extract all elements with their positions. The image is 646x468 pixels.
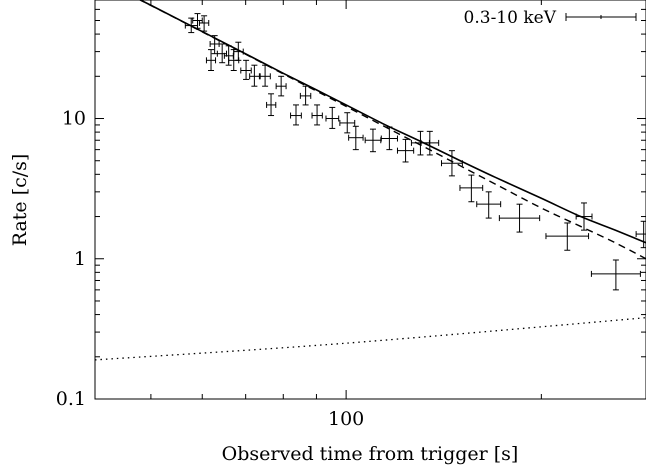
data-point xyxy=(233,41,244,61)
data-point xyxy=(459,174,484,203)
data-point xyxy=(240,59,252,80)
x-axis-label: Observed time from trigger [s] xyxy=(222,443,519,465)
data-point xyxy=(364,128,382,153)
data-point xyxy=(498,203,541,233)
y-axis-label: Rate [c/s] xyxy=(9,154,31,247)
axis-ticks xyxy=(95,0,646,400)
data-point xyxy=(380,126,398,151)
model-line-dotted xyxy=(95,317,646,361)
data-point xyxy=(249,64,260,87)
data-point xyxy=(575,202,593,231)
plot-frame xyxy=(94,0,646,400)
data-point xyxy=(205,49,217,71)
data-point xyxy=(216,43,228,64)
data-point xyxy=(192,13,203,29)
data-point xyxy=(635,220,646,249)
data-point xyxy=(290,104,302,126)
legend: 0.3-10 keV xyxy=(464,8,637,28)
data-point xyxy=(420,130,440,156)
data-point xyxy=(299,85,312,106)
data-point xyxy=(396,138,415,163)
model-line-solid xyxy=(138,0,646,244)
model-lines xyxy=(95,0,646,361)
y-tick-label: 10 xyxy=(62,108,86,130)
legend-label: 0.3-10 keV xyxy=(464,8,557,28)
data-point xyxy=(266,93,277,117)
data-point xyxy=(209,35,220,55)
x-tick-label: 100 xyxy=(328,408,364,430)
tick-labels: 0.1 1 10 100 xyxy=(56,108,364,430)
y-tick-label: 1 xyxy=(74,248,86,270)
y-tick-label: 0.1 xyxy=(56,388,86,410)
data-points xyxy=(184,13,646,291)
data-point xyxy=(348,125,364,151)
data-point xyxy=(198,15,210,32)
data-point xyxy=(476,191,502,219)
data-point xyxy=(325,106,340,129)
model-line-dashed xyxy=(138,0,646,260)
data-point xyxy=(545,222,590,251)
plot-area xyxy=(94,0,646,400)
data-point xyxy=(275,75,287,97)
data-point xyxy=(440,150,463,177)
data-point xyxy=(339,112,356,134)
data-point xyxy=(590,259,641,291)
data-point xyxy=(259,64,271,87)
data-point xyxy=(311,104,323,126)
